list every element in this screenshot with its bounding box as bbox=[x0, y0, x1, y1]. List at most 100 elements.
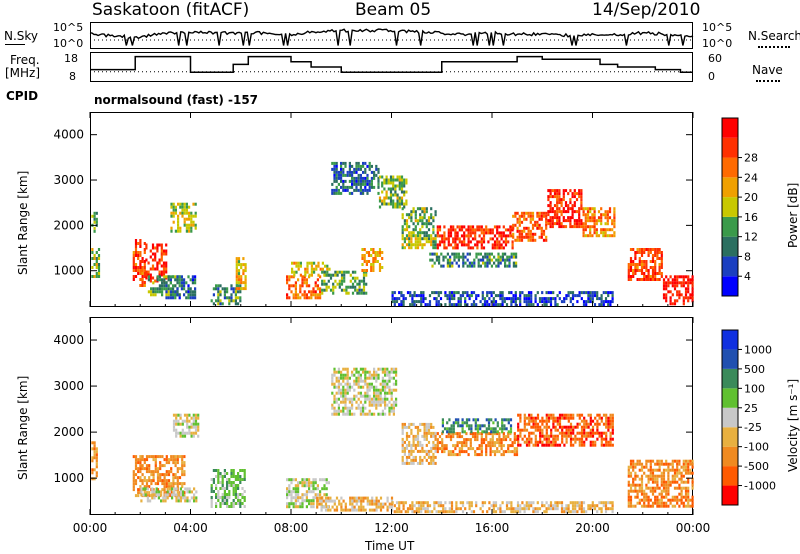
velocity-scatter-region-9 bbox=[436, 432, 519, 457]
velocity-scatter-region-7 bbox=[331, 367, 398, 416]
power-colorbar-tick-label-6: 28 bbox=[744, 152, 758, 165]
velocity-colorbar-cell-4 bbox=[722, 407, 738, 428]
x-tick-label-6: 00:00 bbox=[676, 521, 711, 535]
power-ytick-label-1: 2000 bbox=[53, 218, 84, 232]
power-scatter-region-13 bbox=[331, 161, 380, 195]
freq-bottom-tick: 8 bbox=[69, 70, 76, 83]
velocity-colorbar-cell-5 bbox=[722, 388, 738, 408]
velocity-colorbar-tick-label-2: 100 bbox=[744, 382, 765, 395]
x-tick-label-1: 04:00 bbox=[173, 521, 208, 535]
power-scatter-region-23 bbox=[391, 291, 614, 307]
power-ytick-label-2: 3000 bbox=[53, 173, 84, 187]
cpid-label: CPID bbox=[6, 89, 39, 103]
velocity-scatter-region-1 bbox=[132, 455, 186, 498]
velocity-ytick-label-1: 2000 bbox=[53, 425, 84, 439]
x-tick-label-2: 08:00 bbox=[274, 521, 309, 535]
power-scatter-region-8 bbox=[235, 257, 247, 291]
power-colorbar-tick-label-0: 4 bbox=[744, 270, 751, 283]
power-colorbar-cell-4 bbox=[722, 197, 738, 217]
velocity-scatter-region-13 bbox=[391, 501, 614, 514]
power-colorbar-cell-2 bbox=[722, 236, 738, 257]
velocity-ytick-label-2: 3000 bbox=[53, 379, 84, 393]
power-colorbar-tick-label-2: 12 bbox=[744, 231, 758, 244]
x-tick-label-0: 00:00 bbox=[73, 521, 108, 535]
velocity-colorbar-tick-label-4: -25 bbox=[744, 421, 762, 434]
x-tick-label-5: 20:00 bbox=[575, 521, 610, 535]
velocity-scatter-region-3 bbox=[172, 413, 200, 438]
velocity-colorbar-tick-label-0: 1000 bbox=[744, 343, 772, 356]
nave-dotted-key bbox=[756, 80, 780, 82]
power-colorbar-tick-label-3: 16 bbox=[744, 211, 758, 224]
nsky-trace bbox=[89, 28, 694, 46]
power-scatter-region-15 bbox=[401, 207, 437, 250]
power-scatter-region-0 bbox=[91, 248, 101, 278]
power-colorbar-cell-6 bbox=[722, 157, 738, 178]
velocity-scatter-region-4 bbox=[210, 469, 246, 508]
velocity-colorbar-cell-1 bbox=[722, 466, 738, 486]
freq-label-line1: Freq. bbox=[10, 53, 40, 67]
velocity-colorbar-cell-7 bbox=[722, 349, 738, 369]
power-scatter-region-9 bbox=[286, 275, 322, 300]
station-title: Saskatoon (fitACF) bbox=[92, 0, 250, 20]
velocity-ytick-label-0: 1000 bbox=[53, 471, 84, 485]
beam-title: Beam 05 bbox=[355, 0, 432, 20]
power-colorbar-cell-5 bbox=[722, 177, 738, 198]
velocity-colorbar-tick-label-1: 500 bbox=[744, 363, 765, 376]
nsky-label: N.Sky bbox=[4, 29, 39, 43]
nsearch-label: N.Search bbox=[748, 29, 800, 43]
velocity-scatter-region-5 bbox=[286, 478, 330, 509]
power-scatter-region-1 bbox=[91, 211, 98, 233]
mode-label: normalsound (fast) -157 bbox=[94, 93, 259, 107]
power-scatter-region-6 bbox=[170, 202, 197, 233]
power-colorbar-cell-1 bbox=[722, 256, 738, 277]
nsky-top-tick: 10^5 bbox=[53, 21, 84, 34]
x-axis-label: Time UT bbox=[365, 539, 415, 553]
nsky-underline bbox=[5, 44, 25, 45]
power-scatter-region-7 bbox=[210, 284, 242, 306]
nsky-panel bbox=[90, 22, 693, 49]
freq-label-line2: [MHz] bbox=[5, 66, 41, 80]
nsearch-dotted-key bbox=[758, 46, 790, 48]
power-scatter-region-10 bbox=[291, 261, 331, 277]
velocity-colorbar-tick-label-3: 25 bbox=[744, 402, 758, 415]
power-scatter-region-5 bbox=[165, 275, 197, 300]
power-colorbar-frame bbox=[721, 117, 739, 297]
velocity-colorbar-cell-8 bbox=[722, 330, 738, 350]
velocity-colorbar-cell-2 bbox=[722, 446, 738, 467]
power-ytick-label-3: 4000 bbox=[53, 128, 84, 142]
nave-label: Nave bbox=[752, 63, 783, 77]
velocity-scatter-region-0 bbox=[91, 441, 98, 481]
velocity-colorbar-tick-label-5: -100 bbox=[744, 441, 769, 454]
nsky-bottom-tick: 10^0 bbox=[53, 37, 84, 50]
velocity-colorbar-frame bbox=[721, 329, 739, 506]
velocity-scatter-region-12 bbox=[627, 459, 694, 508]
power-scatter-region-11 bbox=[321, 270, 368, 295]
velocity-scatter-region-2 bbox=[140, 487, 198, 503]
date-title: 14/Sep/2010 bbox=[592, 0, 701, 20]
freq-top-tick: 18 bbox=[64, 52, 78, 65]
power-colorbar-tick-label-4: 20 bbox=[744, 191, 758, 204]
velocity-colorbar-cell-6 bbox=[722, 368, 738, 389]
nsearch-bottom-tick: 10^0 bbox=[702, 37, 733, 50]
power-colorbar-tick-label-1: 8 bbox=[744, 250, 751, 263]
power-scatter-region-16 bbox=[436, 225, 514, 250]
velocity-colorbar-cell-0 bbox=[722, 485, 738, 505]
velocity-scatter-region-8 bbox=[401, 422, 437, 465]
velocity-scatter-region-6 bbox=[316, 496, 394, 512]
velocity-colorbar-tick-label-6: -500 bbox=[744, 460, 769, 473]
power-scatter-region-2 bbox=[132, 239, 146, 287]
power-scatter-region-19 bbox=[547, 189, 583, 229]
x-tick-label-3: 12:00 bbox=[374, 521, 409, 535]
power-colorbar-cell-0 bbox=[722, 276, 738, 296]
freq-trace bbox=[90, 55, 693, 73]
power-scatter-region-20 bbox=[582, 207, 616, 238]
power-ytick-label-0: 1000 bbox=[53, 264, 84, 278]
power-colorbar-cell-7 bbox=[722, 137, 738, 158]
power-scatter-region-14 bbox=[378, 175, 408, 209]
velocity-ytick-label-3: 4000 bbox=[53, 333, 84, 347]
power-scatter-region-21 bbox=[627, 248, 663, 281]
power-colorbar-cell-3 bbox=[722, 216, 738, 237]
velocity-colorbar-cell-3 bbox=[722, 427, 738, 447]
velocity-scatter-region-11 bbox=[517, 413, 614, 447]
